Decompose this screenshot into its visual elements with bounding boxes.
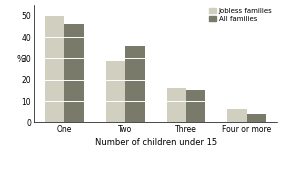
Bar [167,88,186,122]
Legend: Jobless families, All families: Jobless families, All families [208,6,274,23]
Bar [106,61,125,122]
X-axis label: Number of children under 15: Number of children under 15 [95,138,217,147]
Bar [45,16,65,122]
Bar [65,24,84,122]
Bar [247,114,266,122]
Bar [186,90,205,122]
Bar [125,46,145,122]
Y-axis label: %: % [16,55,24,64]
Bar [227,108,247,122]
